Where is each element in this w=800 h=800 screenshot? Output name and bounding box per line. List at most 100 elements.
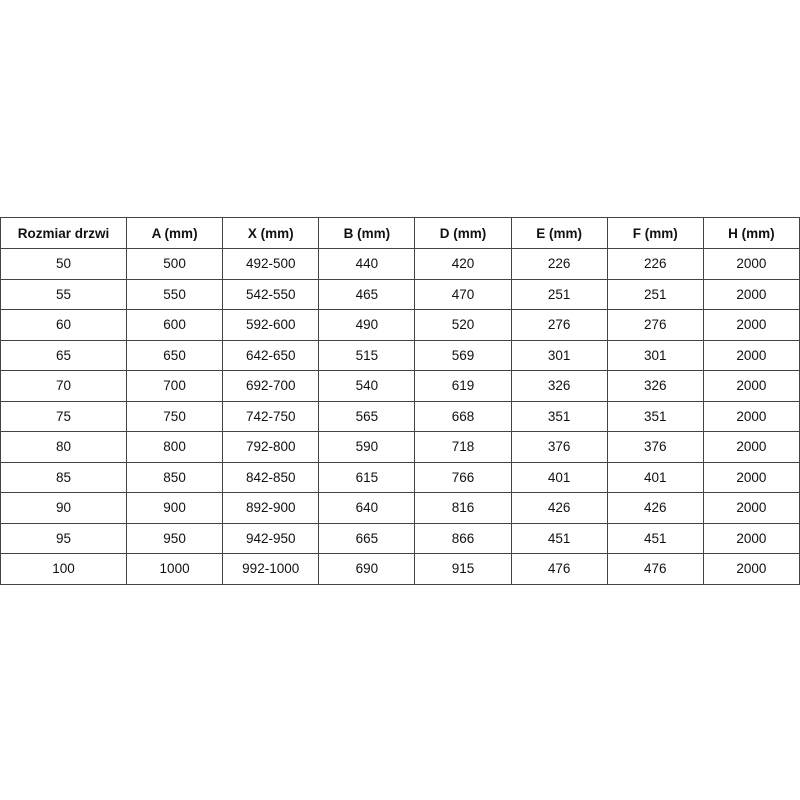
table-cell: 816: [414, 492, 512, 524]
table-cell: 842-850: [222, 461, 320, 493]
table-row: 100 1000 992-1000 690 915 476 476 2000: [0, 553, 800, 585]
table-cell: 100: [0, 553, 127, 585]
table-cell: 766: [414, 461, 512, 493]
column-header: H (mm): [702, 217, 800, 249]
table-cell: 2000: [702, 522, 800, 554]
table-cell: 2000: [702, 339, 800, 371]
table-cell: 1000: [125, 553, 224, 585]
table-cell: 2000: [702, 248, 800, 280]
table-cell: 470: [414, 278, 512, 310]
table-cell: 850: [125, 461, 224, 493]
table-cell: 451: [510, 522, 608, 554]
table-row: 55 550 542-550 465 470 251 251 2000: [0, 278, 800, 310]
table-header-row: Rozmiar drzwi A (mm) X (mm) B (mm) D (mm) E (…: [0, 217, 800, 249]
table-cell: 892-900: [222, 492, 320, 524]
table-cell: 401: [606, 461, 704, 493]
table-cell: 476: [606, 553, 704, 585]
table-cell: 276: [606, 309, 704, 341]
column-header: A (mm): [125, 217, 224, 249]
table-cell: 792-800: [222, 431, 320, 463]
table-row: 75 750 742-750 565 668 351 351 2000: [0, 400, 800, 432]
table-cell: 950: [125, 522, 224, 554]
table-cell: 2000: [702, 370, 800, 402]
table-cell: 550: [125, 278, 224, 310]
table-cell: 326: [510, 370, 608, 402]
column-header: Rozmiar drzwi: [0, 217, 127, 249]
table-cell: 351: [510, 400, 608, 432]
table-cell: 665: [318, 522, 416, 554]
table-cell: 376: [510, 431, 608, 463]
table-cell: 700: [125, 370, 224, 402]
table-row: 80 800 792-800 590 718 376 376 2000: [0, 431, 800, 463]
table-cell: 692-700: [222, 370, 320, 402]
table-cell: 800: [125, 431, 224, 463]
table-cell: 650: [125, 339, 224, 371]
table-cell: 590: [318, 431, 416, 463]
table-cell: 2000: [702, 553, 800, 585]
table-cell: 619: [414, 370, 512, 402]
column-header: D (mm): [414, 217, 512, 249]
table-cell: 540: [318, 370, 416, 402]
table-cell: 95: [0, 522, 127, 554]
table-row: 70 700 692-700 540 619 326 326 2000: [0, 370, 800, 402]
table-cell: 490: [318, 309, 416, 341]
table-cell: 2000: [702, 309, 800, 341]
table-cell: 351: [606, 400, 704, 432]
table-cell: 600: [125, 309, 224, 341]
table-cell: 301: [510, 339, 608, 371]
table-cell: 900: [125, 492, 224, 524]
table-row: 65 650 642-650 515 569 301 301 2000: [0, 339, 800, 371]
table-cell: 2000: [702, 492, 800, 524]
table-cell: 942-950: [222, 522, 320, 554]
table-cell: 75: [0, 400, 127, 432]
table-cell: 376: [606, 431, 704, 463]
table-cell: 226: [606, 248, 704, 280]
table-row: 60 600 592-600 490 520 276 276 2000: [0, 309, 800, 341]
column-header: B (mm): [318, 217, 416, 249]
table-cell: 50: [0, 248, 127, 280]
table-cell: 565: [318, 400, 416, 432]
table-cell: 2000: [702, 461, 800, 493]
table-cell: 542-550: [222, 278, 320, 310]
table-cell: 80: [0, 431, 127, 463]
table-cell: 301: [606, 339, 704, 371]
table-cell: 718: [414, 431, 512, 463]
table-cell: 915: [414, 553, 512, 585]
table-cell: 251: [606, 278, 704, 310]
table-cell: 276: [510, 309, 608, 341]
table-cell: 520: [414, 309, 512, 341]
table-cell: 401: [510, 461, 608, 493]
table-cell: 642-650: [222, 339, 320, 371]
table-cell: 70: [0, 370, 127, 402]
table-cell: 465: [318, 278, 416, 310]
table-cell: 90: [0, 492, 127, 524]
column-header: E (mm): [510, 217, 608, 249]
table-row: 90 900 892-900 640 816 426 426 2000: [0, 492, 800, 524]
table-cell: 668: [414, 400, 512, 432]
door-size-table: Rozmiar drzwi A (mm) X (mm) B (mm) D (mm) E (…: [0, 217, 800, 585]
table-cell: 592-600: [222, 309, 320, 341]
table-cell: 426: [510, 492, 608, 524]
table-cell: 55: [0, 278, 127, 310]
table-cell: 226: [510, 248, 608, 280]
table-cell: 2000: [702, 278, 800, 310]
column-header: X (mm): [222, 217, 320, 249]
table-cell: 251: [510, 278, 608, 310]
table-cell: 569: [414, 339, 512, 371]
table-cell: 515: [318, 339, 416, 371]
table-cell: 420: [414, 248, 512, 280]
table-cell: 492-500: [222, 248, 320, 280]
table-cell: 866: [414, 522, 512, 554]
table-cell: 60: [0, 309, 127, 341]
table-cell: 992-1000: [222, 553, 320, 585]
table-cell: 690: [318, 553, 416, 585]
table-cell: 85: [0, 461, 127, 493]
table-cell: 65: [0, 339, 127, 371]
table-cell: 500: [125, 248, 224, 280]
table-row: 85 850 842-850 615 766 401 401 2000: [0, 461, 800, 493]
table-cell: 615: [318, 461, 416, 493]
table-cell: 440: [318, 248, 416, 280]
table-cell: 750: [125, 400, 224, 432]
table-cell: 476: [510, 553, 608, 585]
table-cell: 640: [318, 492, 416, 524]
